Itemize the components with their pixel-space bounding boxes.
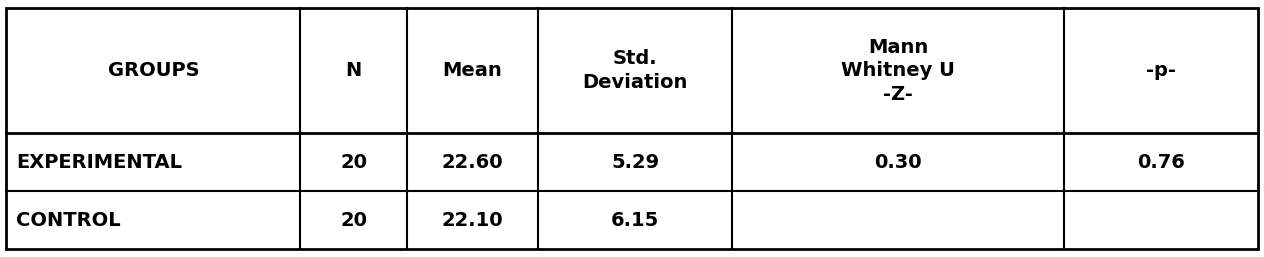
Text: 6.15: 6.15 [611,211,660,230]
Text: 22.10: 22.10 [441,211,503,230]
Text: 20: 20 [340,153,367,172]
Text: N: N [345,61,362,80]
Text: EXPERIMENTAL: EXPERIMENTAL [16,153,182,172]
Text: 0.76: 0.76 [1136,153,1184,172]
Text: Std.
Deviation: Std. Deviation [583,49,688,92]
Text: 22.60: 22.60 [441,153,503,172]
Text: 0.30: 0.30 [875,153,921,172]
Text: Mean: Mean [442,61,502,80]
Text: CONTROL: CONTROL [16,211,121,230]
Text: GROUPS: GROUPS [107,61,200,80]
Text: -p-: -p- [1145,61,1176,80]
Text: 20: 20 [340,211,367,230]
Text: Mann
Whitney U
-Z-: Mann Whitney U -Z- [841,38,954,104]
Text: 5.29: 5.29 [611,153,660,172]
